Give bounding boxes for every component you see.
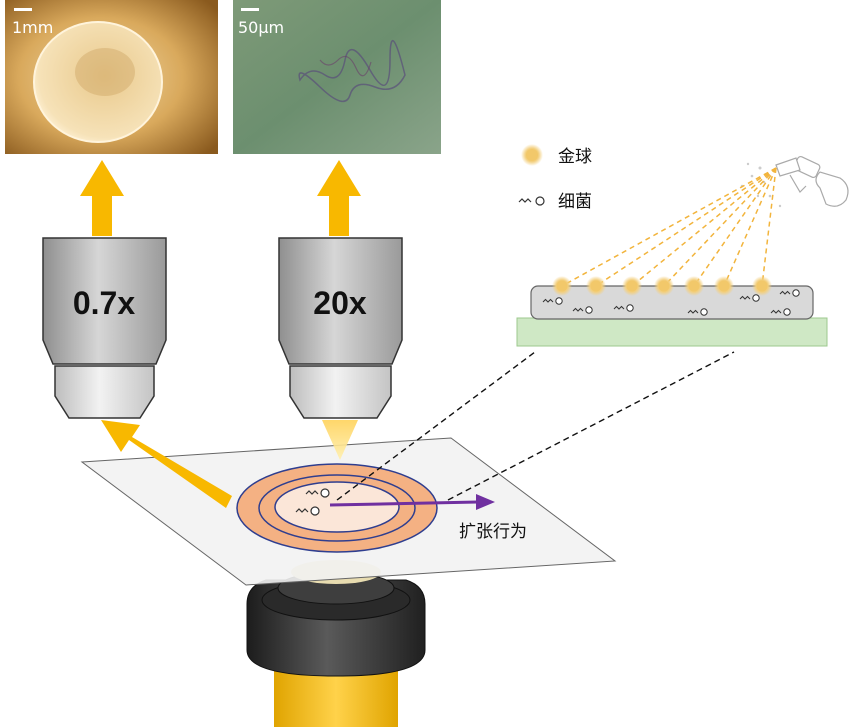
light-cone [322, 420, 358, 460]
spray-lines [561, 167, 777, 287]
objective-label-right: 20x [313, 285, 367, 321]
objective-0-7x: 0.7x [42, 237, 167, 419]
scale-bar-1mm: 1mm [12, 8, 53, 37]
projection-lines [336, 351, 735, 501]
legend-gold-label: 金球 [558, 147, 592, 167]
legend-bacteria-icon [518, 196, 545, 206]
bacteria-in-colony [295, 488, 330, 516]
gold-dots-on-film [552, 276, 772, 296]
micrograph-colony: 1mm [5, 0, 218, 154]
spray-bottle-icon [775, 155, 849, 207]
objective-label-left: 0.7x [73, 285, 135, 321]
legend-bacteria-label: 细菌 [558, 192, 592, 212]
legend: 金球 细菌 [518, 144, 592, 212]
objective-20x: 20x [278, 237, 403, 419]
colony-rings [236, 463, 438, 553]
expansion-arrow [329, 494, 495, 510]
condenser-lens [246, 560, 426, 727]
up-arrow-right [317, 160, 361, 236]
bacteria-in-film [542, 289, 800, 316]
scale-label-right: 50μm [238, 18, 284, 37]
expansion-label: 扩张行为 [459, 522, 527, 542]
agar-layer [516, 317, 828, 347]
micrograph-bacteria: 50μm [233, 0, 441, 154]
diagonal-arrow-to-0-7x [101, 420, 232, 508]
up-arrow-left [80, 160, 124, 236]
scale-label-left: 1mm [12, 18, 53, 37]
scale-bar-50um: 50μm [238, 8, 284, 37]
